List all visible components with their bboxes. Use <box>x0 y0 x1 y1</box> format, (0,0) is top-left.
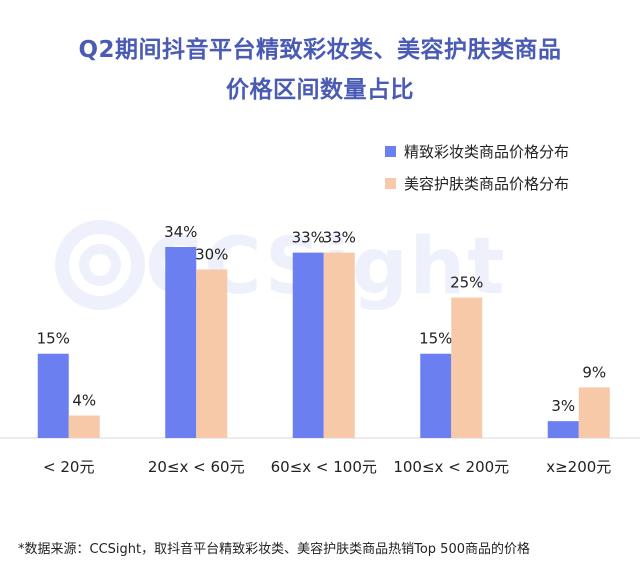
data-source-footnote: *数据来源：CCSight，取抖音平台精致彩妆类、美容护肤类商品热销Top 50… <box>18 542 530 557</box>
bar-series-2-1 <box>68 415 100 438</box>
bar-series-1-4 <box>420 353 452 438</box>
data-label-series-1-4: 15% <box>419 330 452 348</box>
watermark-logo-icon <box>55 220 145 310</box>
bar-series-2-5 <box>578 387 610 438</box>
x-tick-label-2: 20≤x < 60元 <box>148 458 245 476</box>
data-label-series-2-1: 4% <box>72 392 96 410</box>
chart-title-line-2: 价格区间数量占比 <box>226 77 414 103</box>
data-label-series-2-5: 9% <box>582 363 606 381</box>
legend-label-series-2: 美容护肤类商品价格分布 <box>404 174 570 193</box>
bar-series-2-3 <box>323 252 355 438</box>
bar-series-2-2 <box>196 269 228 438</box>
legend-label-series-1: 精致彩妆类商品价格分布 <box>404 142 570 161</box>
data-label-series-1-1: 15% <box>37 330 70 348</box>
legend-swatch-series-2 <box>385 177 396 189</box>
data-label-series-2-4: 25% <box>450 274 483 292</box>
x-tick-label-3: 60≤x < 100元 <box>271 458 377 476</box>
legend-item-series-1: 精致彩妆类商品价格分布 <box>385 135 569 167</box>
data-label-series-2-3: 33% <box>323 229 356 247</box>
chart-legend: 精致彩妆类商品价格分布 美容护肤类商品价格分布 <box>385 135 569 199</box>
x-tick-label-5: x≥200元 <box>546 458 611 476</box>
bar-series-1-2 <box>165 247 197 438</box>
legend-item-series-2: 美容护肤类商品价格分布 <box>385 167 569 199</box>
bar-series-2-4 <box>451 297 483 438</box>
x-tick-label-4: 100≤x < 200元 <box>393 458 509 476</box>
data-label-series-1-2: 34% <box>164 223 197 241</box>
bar-series-1-1 <box>37 353 69 438</box>
legend-swatch-series-1 <box>385 145 396 157</box>
data-label-series-2-2: 30% <box>195 245 228 263</box>
data-label-series-1-3: 33% <box>292 229 325 247</box>
bar-series-1-5 <box>547 421 579 438</box>
data-label-series-1-5: 3% <box>551 397 575 415</box>
bar-series-1-3 <box>292 252 324 438</box>
x-tick-label-1: < 20元 <box>43 458 94 476</box>
chart-title-line-1: Q2期间抖音平台精致彩妆类、美容护肤类商品 <box>78 37 562 63</box>
